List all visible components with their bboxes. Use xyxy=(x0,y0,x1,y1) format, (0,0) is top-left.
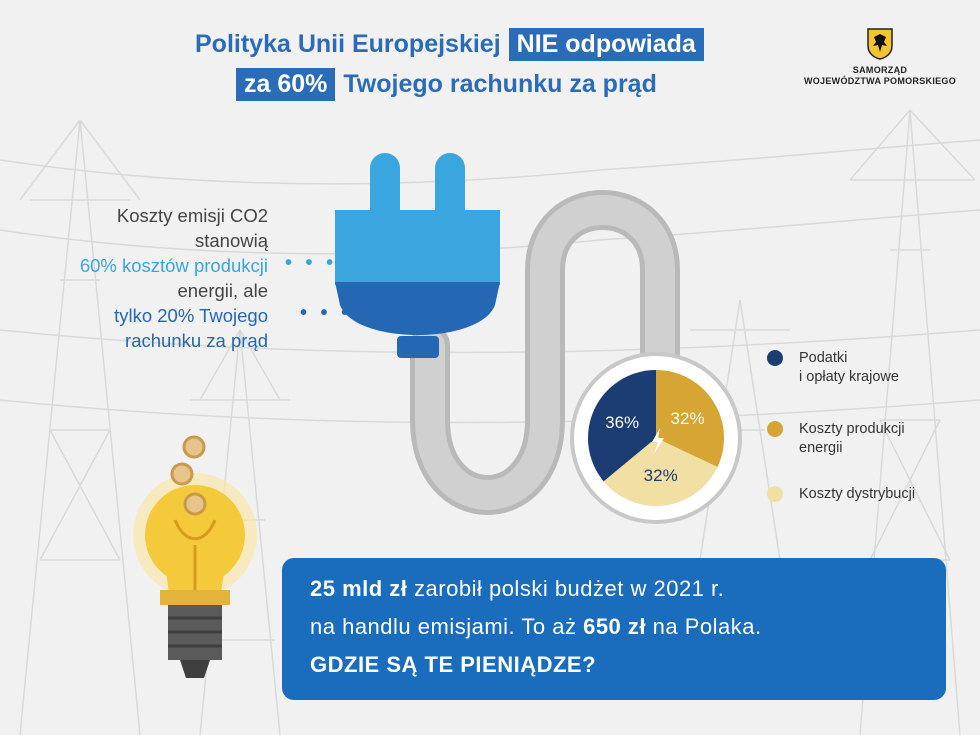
coat-of-arms-icon xyxy=(867,28,893,60)
title-text: Polityka Unii Europejskiej xyxy=(195,30,501,58)
legend-item: Koszty produkcji energii xyxy=(767,420,967,458)
pie-slice xyxy=(656,370,724,467)
callout-line: energii, ale xyxy=(177,280,268,301)
pie-slice xyxy=(603,438,718,507)
logo-line-2: WOJEWÓDZTWA POMORSKIEGO xyxy=(803,76,957,86)
plug-icon xyxy=(335,153,500,358)
info-text: na handlu emisjami. To aż xyxy=(310,614,584,639)
pie-chart: 32% 32% 36% xyxy=(570,352,742,524)
legend-item: Podatki i opłaty krajowe xyxy=(767,349,967,387)
info-question: GDZIE SĄ TE PIENIĄDZE? xyxy=(310,652,597,677)
info-bold: 25 mld zł xyxy=(310,576,408,601)
dotted-leader-icon: • • • xyxy=(300,302,353,324)
info-line-2: na handlu emisjami. To aż 650 zł na Pola… xyxy=(310,614,762,640)
pie-slice-label: 36% xyxy=(605,413,639,432)
callout-line: Koszty emisji CO2 xyxy=(116,205,268,226)
coin-icon xyxy=(170,435,207,516)
legend-swatch xyxy=(767,486,783,502)
title-highlight: NIE odpowiada xyxy=(508,28,704,61)
info-bold: 650 zł xyxy=(583,614,647,639)
info-text: zarobił polski budżet w 2021 r. xyxy=(407,576,725,601)
dotted-leader-icon: • • • xyxy=(285,252,338,274)
logo: SAMORZĄD WOJEWÓDZTWA POMORSKIEGO xyxy=(800,28,960,87)
legend-item: Koszty dystrybucji xyxy=(767,485,967,504)
title-text: Twojego rachunku za prąd xyxy=(343,70,657,98)
info-line-3: GDZIE SĄ TE PIENIĄDZE? xyxy=(310,652,596,678)
title-line-1: Polityka Unii Europejskiej NIE odpowiada xyxy=(195,28,980,61)
callout-line-highlight: tylko 20% Twojego xyxy=(114,305,268,326)
co2-callout: Koszty emisji CO2 stanowią 60% kosztów p… xyxy=(8,203,268,353)
logo-line-1: SAMORZĄD xyxy=(852,65,908,75)
lightning-icon xyxy=(652,428,664,454)
cable-icon xyxy=(410,190,680,515)
title-highlight: za 60% xyxy=(236,68,336,101)
title-line-2: za 60% Twojego rachunku za prąd xyxy=(236,68,980,101)
pie-slice xyxy=(588,370,656,482)
pie-slice-label: 32% xyxy=(644,466,678,485)
callout-line-highlight: 60% kosztów produkcji xyxy=(79,255,268,276)
legend-swatch xyxy=(767,350,783,366)
info-line-1: 25 mld zł zarobił polski budżet w 2021 r… xyxy=(310,576,724,602)
info-text: na Polaka. xyxy=(646,614,762,639)
legend-label: energii xyxy=(799,440,843,456)
lightbulb-icon xyxy=(133,473,257,678)
legend-swatch xyxy=(767,421,783,437)
legend-label: Koszty dystrybucji xyxy=(799,486,916,502)
info-box: 25 mld zł zarobił polski budżet w 2021 r… xyxy=(282,558,946,700)
pie-slice-label: 32% xyxy=(671,409,705,428)
legend-label: i opłaty krajowe xyxy=(799,369,899,385)
callout-line: stanowią xyxy=(194,230,268,251)
callout-line: rachunku za prąd xyxy=(125,330,268,351)
legend-label: Koszty produkcji xyxy=(799,421,905,437)
legend-label: Podatki xyxy=(799,350,848,366)
